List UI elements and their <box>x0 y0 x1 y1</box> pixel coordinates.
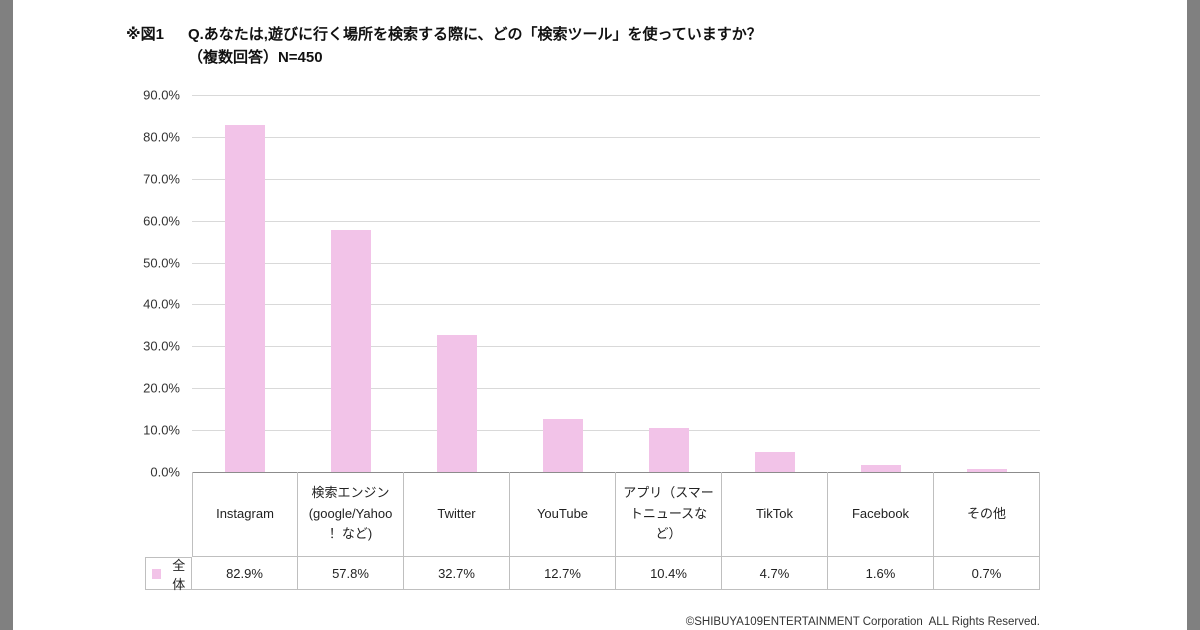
question-text: Q.あなたは,遊びに行く場所を検索する際に、どの「検索ツール」を使っていますか？… <box>188 24 762 69</box>
y-tick-label: 50.0% <box>143 255 180 271</box>
value-label-Instagram: 82.9% <box>192 557 298 590</box>
y-tick-label: 90.0% <box>143 87 180 103</box>
y-tick-label: 0.0% <box>150 464 180 480</box>
table-corner-spacer <box>145 472 192 557</box>
plot-area <box>192 95 1040 473</box>
bar-slot <box>616 95 722 472</box>
bar-slot <box>298 95 404 472</box>
bars <box>192 95 1040 472</box>
value-label-その他: 0.7% <box>934 557 1040 590</box>
bar-slot <box>934 95 1040 472</box>
question-line-1: Q.あなたは,遊びに行く場所を検索する際に、どの「検索ツール」を使っていますか？ <box>187 26 762 43</box>
y-tick-label: 30.0% <box>143 338 180 354</box>
value-label-検索エンジン(google/Yahoo！など): 57.8% <box>298 557 404 590</box>
y-tick-label: 70.0% <box>143 171 180 187</box>
y-tick-label: 20.0% <box>143 380 180 396</box>
category-label-その他: その他 <box>934 472 1040 557</box>
gridline <box>192 346 1040 348</box>
y-tick-label: 40.0% <box>143 296 180 312</box>
bar-slot <box>828 95 934 472</box>
value-label-TikTok: 4.7% <box>722 557 828 590</box>
y-tick-label: 80.0% <box>143 129 180 145</box>
category-label-TikTok: TikTok <box>722 472 828 557</box>
y-tick-label: 10.0% <box>143 422 180 438</box>
gridline <box>192 220 1040 222</box>
category-label-検索エンジン(google/Yahoo！など): 検索エンジン (google/Yahoo ！など) <box>298 472 404 557</box>
gridline <box>192 262 1040 264</box>
gridline <box>192 136 1040 138</box>
value-label-YouTube: 12.7% <box>510 557 616 590</box>
gridline <box>192 304 1040 306</box>
value-label-Twitter: 32.7% <box>404 557 510 590</box>
bar-YouTube <box>543 418 583 472</box>
gridline <box>192 388 1040 390</box>
gridline <box>192 178 1040 180</box>
bar-Twitter <box>437 335 477 472</box>
bar-Instagram <box>225 124 265 472</box>
bar-その他 <box>967 469 1007 472</box>
gridline <box>192 95 1040 96</box>
y-axis-labels: 90.0% 80.0% 70.0% 60.0% 50.0% 40.0% 30.0% 20.0%… <box>110 88 186 480</box>
legend-cell: 全体 <box>145 557 192 592</box>
question-line-2: （複数回答）N=450 <box>187 48 323 66</box>
bar-アプリ（スマートニュースなど） <box>649 428 689 472</box>
copyright-text: ©SHIBUYA109ENTERTAINMENT Corporation ALL… <box>685 616 1040 628</box>
bar-slot <box>510 95 616 472</box>
bar-検索エンジン(google/Yahoo！など) <box>331 229 371 472</box>
bar-slot <box>192 95 298 472</box>
legend-swatch-icon <box>152 568 162 579</box>
chart-title-block: ※図1 Q.あなたは,遊びに行く場所を検索する際に、どの「検索ツール」を使ってい… <box>126 24 762 69</box>
y-tick-label: 60.0% <box>143 213 180 229</box>
bar-TikTok <box>755 452 795 472</box>
category-label-Instagram: Instagram <box>192 472 298 557</box>
left-gray-strip <box>0 0 13 630</box>
value-label-アプリ（スマートニュースなど）: 10.4% <box>616 557 722 590</box>
data-table: Instagram 検索エンジン (google/Yahoo ！など) Twitte… <box>145 472 1040 592</box>
bar-Facebook <box>861 465 901 472</box>
legend-series-name: 全体 <box>172 557 186 592</box>
bar-slot <box>722 95 828 472</box>
bar-slot <box>404 95 510 472</box>
category-label-YouTube: YouTube <box>510 472 616 557</box>
gridline <box>192 430 1040 432</box>
value-label-Facebook: 1.6% <box>828 557 934 590</box>
category-label-Twitter: Twitter <box>404 472 510 557</box>
figure-label: ※図1 <box>126 26 164 43</box>
right-gray-strip <box>1187 0 1200 630</box>
category-label-Facebook: Facebook <box>828 472 934 557</box>
category-label-アプリ（スマートニュースなど）: アプリ（スマー トニュースな ど） <box>616 472 722 557</box>
